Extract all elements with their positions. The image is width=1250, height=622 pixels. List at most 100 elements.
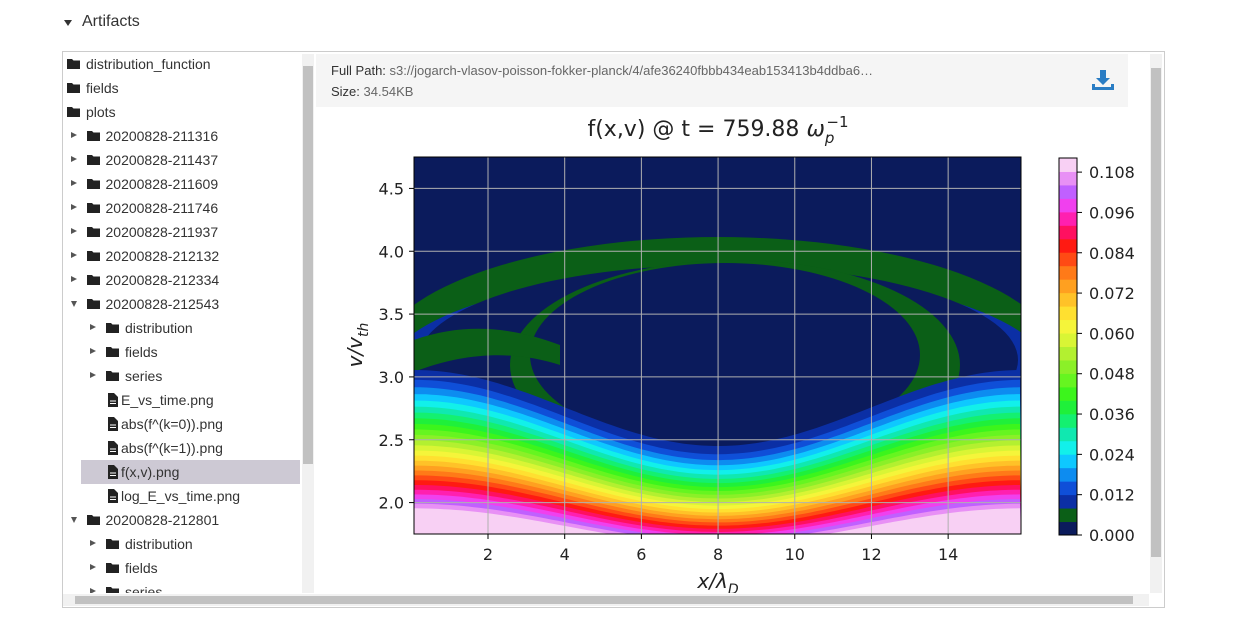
tree-row[interactable]: fields xyxy=(62,556,300,580)
collapse-caret[interactable] xyxy=(64,20,72,26)
level-band xyxy=(414,508,1021,534)
tree-row[interactable]: distribution xyxy=(62,316,300,340)
expand-arrow[interactable] xyxy=(90,564,96,570)
horizontal-scrollbar[interactable] xyxy=(63,594,1149,606)
tree-label[interactable]: fields xyxy=(125,560,158,576)
tree-row[interactable]: 20200828-212334 xyxy=(62,268,300,292)
tree-row[interactable]: 20200828-211316 xyxy=(62,124,300,148)
expand-arrow[interactable] xyxy=(90,372,96,378)
tree-label[interactable]: fields xyxy=(86,80,119,96)
tree-row[interactable]: 20200828-211746 xyxy=(62,196,300,220)
tree-row[interactable]: 20200828-212543 xyxy=(62,292,300,316)
tree-label[interactable]: 20200828-212132 xyxy=(105,248,220,264)
preview-header: Full Path: s3://jogarch-vlasov-poisson-f… xyxy=(316,54,1128,107)
tree-scrollbar[interactable] xyxy=(302,54,314,593)
tree-row[interactable]: 20200828-212801 xyxy=(62,508,300,532)
colorbar-level xyxy=(1059,400,1077,415)
colorbar-level xyxy=(1059,158,1077,172)
expand-arrow[interactable] xyxy=(70,517,77,523)
tree-row[interactable]: abs(f^(k=1)).png xyxy=(62,436,300,460)
file-icon xyxy=(108,393,118,407)
tree-row[interactable]: abs(f^(k=0)).png xyxy=(62,412,300,436)
preview-scrollbar[interactable] xyxy=(1150,54,1162,593)
tree-label[interactable]: 20200828-211937 xyxy=(105,224,219,240)
folder-icon xyxy=(67,107,80,117)
tree-label[interactable]: abs(f^(k=1)).png xyxy=(121,440,223,456)
tree-row[interactable]: 20200828-211609 xyxy=(62,172,300,196)
y-tick-label: 4.5 xyxy=(379,179,404,198)
colorbar-level xyxy=(1059,265,1077,280)
colorbar-frame xyxy=(1058,157,1078,536)
expand-arrow[interactable] xyxy=(70,228,77,234)
download-button[interactable] xyxy=(1091,69,1115,93)
title-text: f(x,v) @ t = 759.88 xyxy=(587,117,799,142)
tree-row[interactable]: E_vs_time.png xyxy=(62,388,300,412)
tree-row[interactable]: 20200828-211937 xyxy=(62,220,300,244)
tree-label[interactable]: f(x,v).png xyxy=(121,464,180,480)
colorbar-tick-label: 0.000 xyxy=(1089,526,1135,545)
expand-arrow[interactable] xyxy=(70,180,77,186)
tree-row[interactable]: series xyxy=(62,580,300,593)
tree-row[interactable]: series xyxy=(62,364,300,388)
tree-label[interactable]: 20200828-211746 xyxy=(105,200,219,216)
folder-icon xyxy=(86,251,100,261)
scroll-thumb[interactable] xyxy=(75,596,1133,604)
tree-label[interactable]: abs(f^(k=0)).png xyxy=(121,416,223,432)
xlabel-symbol: x/λ xyxy=(696,569,727,593)
tree-label[interactable]: distribution xyxy=(125,536,193,552)
y-tick-label: 2.5 xyxy=(379,431,404,450)
scroll-thumb[interactable] xyxy=(303,66,313,464)
colorbar-tick-label: 0.012 xyxy=(1089,486,1135,505)
xlabel-sub: D xyxy=(728,582,739,593)
tree-label[interactable]: distribution xyxy=(125,320,193,336)
tree-label[interactable]: 20200828-212334 xyxy=(105,272,220,288)
tree-row[interactable]: 20200828-212132 xyxy=(62,244,300,268)
colorbar-level xyxy=(1059,171,1077,186)
expand-arrow[interactable] xyxy=(70,132,77,138)
tree-label[interactable]: series xyxy=(125,584,163,593)
x-tick-label: 2 xyxy=(483,545,493,564)
tree-label[interactable]: log_E_vs_time.png xyxy=(121,488,241,504)
tree-label[interactable]: plots xyxy=(86,104,116,120)
expand-arrow[interactable] xyxy=(70,156,77,162)
folder-icon xyxy=(106,587,119,593)
expand-arrow[interactable] xyxy=(90,324,96,330)
tree-row[interactable]: distribution_function xyxy=(62,52,300,76)
scroll-thumb[interactable] xyxy=(1151,68,1161,557)
colorbar-level xyxy=(1059,211,1077,226)
section-title[interactable]: Artifacts xyxy=(82,13,140,30)
tree-label[interactable]: E_vs_time.png xyxy=(121,392,214,408)
tree-row[interactable]: f(x,v).png xyxy=(62,460,300,484)
size-value: 34.54KB xyxy=(363,84,414,99)
file-icon xyxy=(108,489,118,503)
artifact-panel xyxy=(62,51,1165,608)
expand-arrow[interactable] xyxy=(70,252,77,258)
tree-row[interactable]: fields xyxy=(62,340,300,364)
tree-row[interactable]: log_E_vs_time.png xyxy=(62,484,300,508)
tree-label[interactable]: 20200828-211609 xyxy=(105,176,219,192)
tree-label[interactable]: 20200828-212543 xyxy=(105,296,220,312)
tree-label[interactable]: 20200828-212801 xyxy=(105,512,220,528)
y-tick-label: 4.0 xyxy=(379,242,404,261)
colorbar-level xyxy=(1059,333,1077,347)
expand-arrow[interactable] xyxy=(70,204,77,210)
expand-arrow[interactable] xyxy=(90,348,96,354)
tree-row[interactable]: 20200828-211437 xyxy=(62,148,300,172)
colorbar-level xyxy=(1059,238,1077,253)
colorbar-tick-label: 0.072 xyxy=(1089,284,1135,303)
tree-label[interactable]: 20200828-211316 xyxy=(105,128,219,144)
tree-row[interactable]: distribution xyxy=(62,532,300,556)
colorbar-level xyxy=(1059,346,1077,361)
expand-arrow[interactable] xyxy=(70,276,77,282)
expand-arrow[interactable] xyxy=(70,301,77,307)
tree-label[interactable]: series xyxy=(125,368,163,384)
tree-label[interactable]: fields xyxy=(125,344,158,360)
expand-arrow[interactable] xyxy=(90,540,96,546)
colorbar-level xyxy=(1059,386,1077,401)
tree-row[interactable]: fields xyxy=(62,76,300,100)
tree-label[interactable]: distribution_function xyxy=(86,56,211,72)
expand-arrow[interactable] xyxy=(90,588,96,593)
tree-row[interactable]: plots xyxy=(62,100,300,124)
tree-label[interactable]: 20200828-211437 xyxy=(105,152,219,168)
